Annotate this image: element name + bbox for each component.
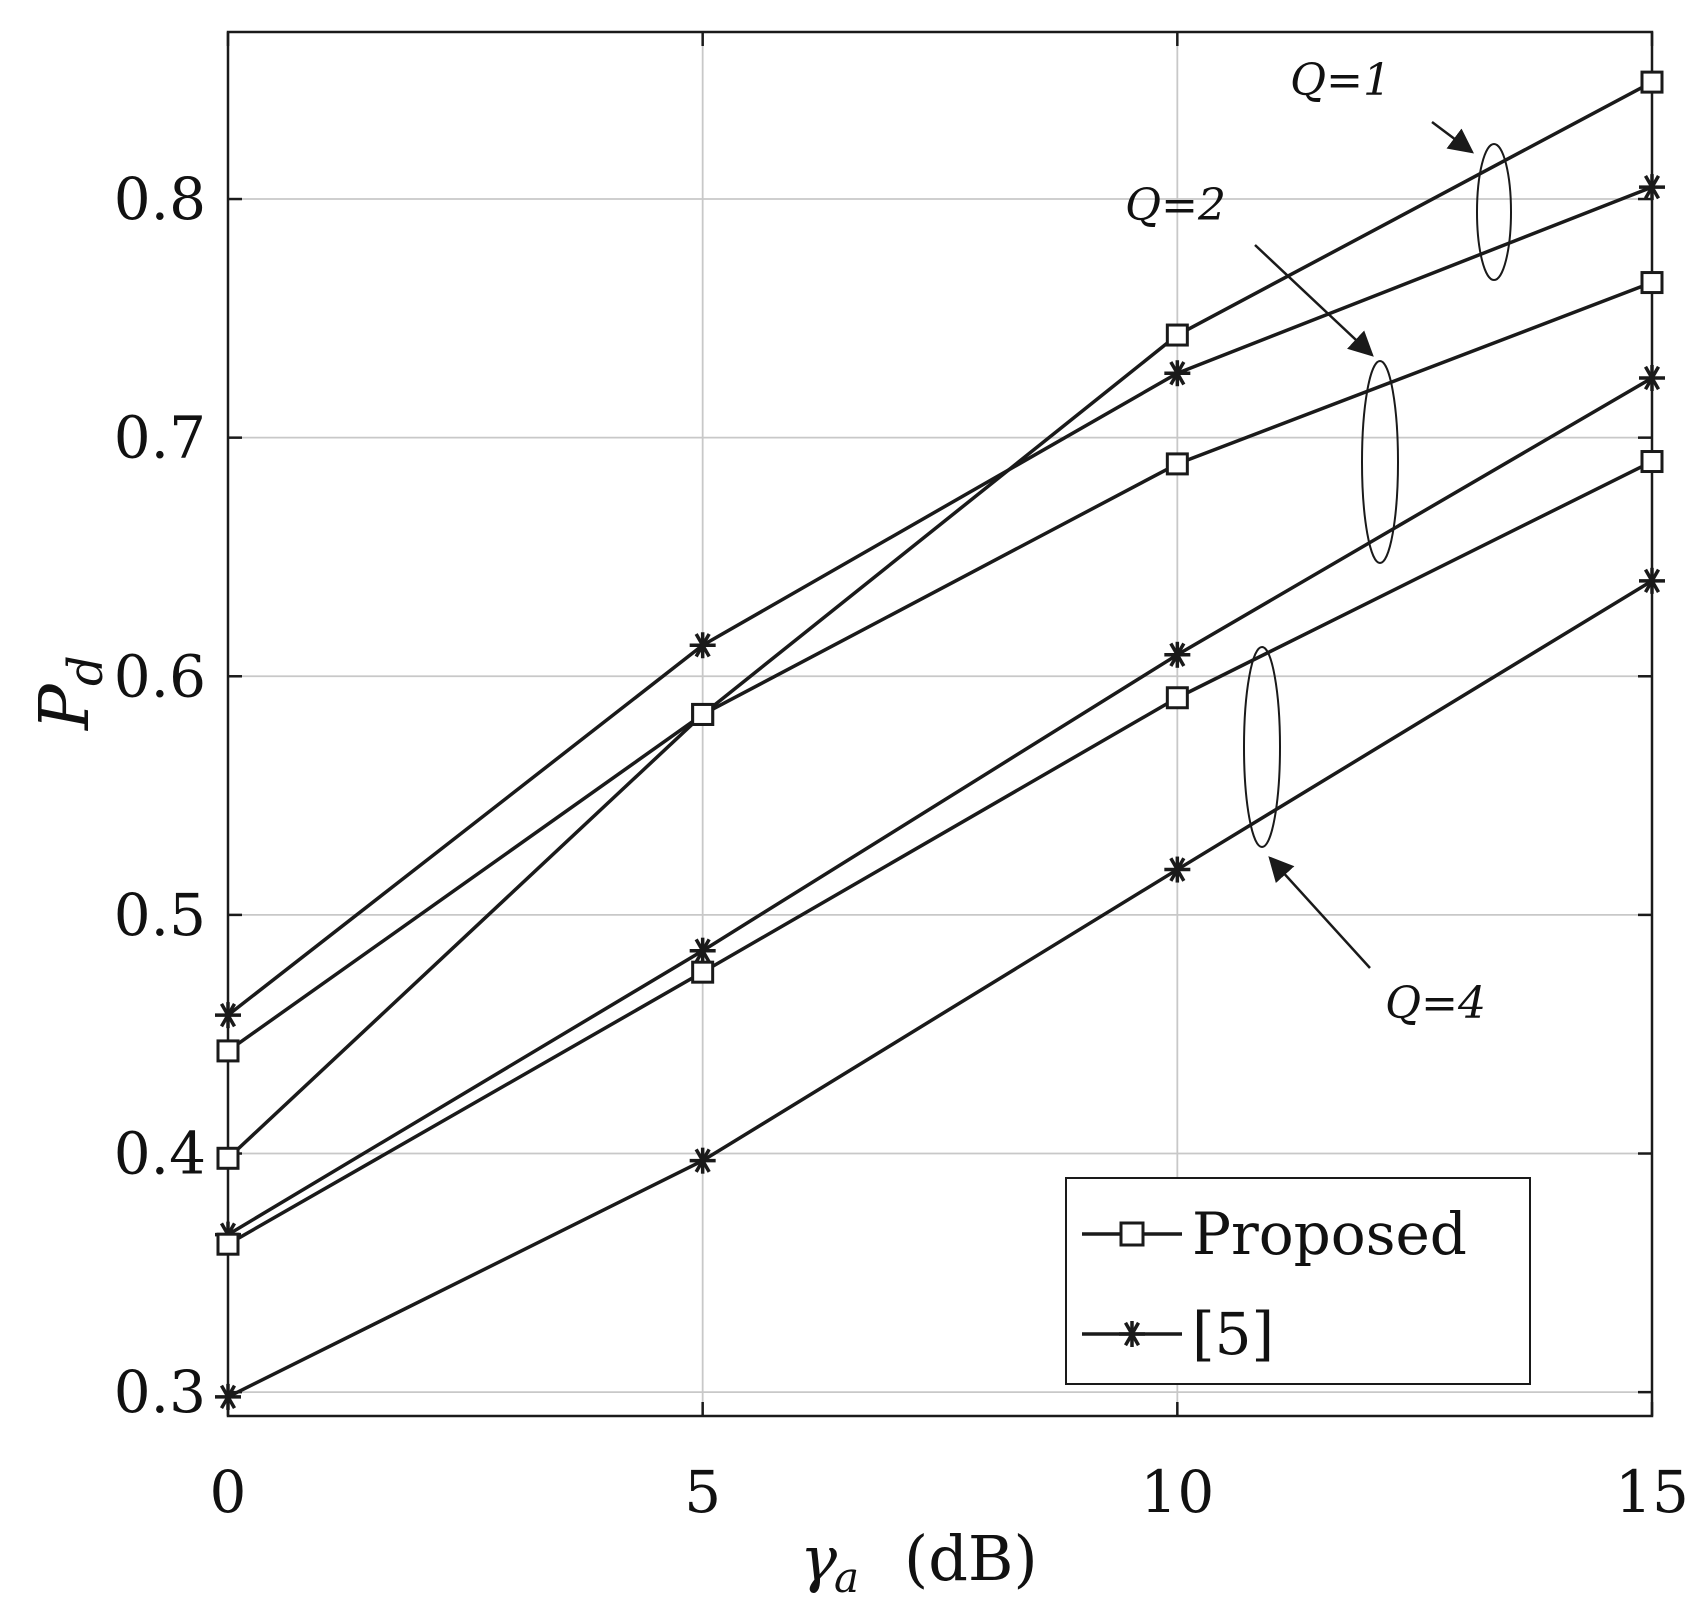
- data-point-square: [216, 1039, 240, 1063]
- legend-marker-proposed: [1119, 1221, 1145, 1247]
- series-Q2-proposed: [216, 271, 1664, 1063]
- series-Q4-ref5: [215, 567, 1665, 1410]
- data-point-asterisk: [1164, 641, 1191, 668]
- y-tick-label: 0.8: [114, 165, 206, 233]
- legend-label-ref5: [5]: [1192, 1300, 1274, 1368]
- series-line: [226, 185, 1653, 1017]
- legend-marker-ref5: [1119, 1321, 1145, 1347]
- x-axis-label-unit: (dB): [904, 1522, 1038, 1595]
- annotation-q4-label: Q=4: [1385, 978, 1486, 1029]
- data-point-square: [691, 702, 715, 726]
- data-point-asterisk: [215, 1383, 241, 1410]
- x-tick-label: 15: [1615, 1458, 1689, 1526]
- y-tick-label: 0.5: [114, 881, 206, 949]
- plot-frame: [226, 30, 1654, 1418]
- data-point-asterisk: [689, 937, 716, 964]
- series-Q1-ref5: [215, 174, 1665, 1029]
- annotation-q2-ellipse: [1361, 360, 1399, 564]
- annotation-q2-label: Q=2: [1125, 180, 1226, 231]
- series-line: [226, 80, 1653, 1160]
- x-axis-label-main: γ: [800, 1522, 838, 1595]
- y-tick-label: 0.3: [114, 1358, 206, 1426]
- annotations: Q=1 Q=2 Q=4: [1125, 55, 1512, 1029]
- series-line: [227, 376, 1653, 1237]
- y-axis-label-sub: d: [58, 655, 114, 686]
- annotation-q1-label: Q=1: [1290, 55, 1391, 106]
- legend-asterisk: [1119, 1321, 1145, 1347]
- data-point-asterisk: [689, 632, 716, 659]
- legend-entry-proposed: Proposed: [1082, 1200, 1467, 1268]
- data-point-square: [1165, 323, 1189, 347]
- annotation-q2-arrow: [1254, 244, 1374, 357]
- x-tick-label: 0: [210, 1458, 247, 1526]
- annotation-q4-arrow: [1268, 856, 1371, 969]
- series-layer: [215, 70, 1665, 1410]
- data-point-asterisk: [1639, 365, 1665, 391]
- x-tick-label: 10: [1140, 1458, 1214, 1526]
- x-axis-label-sub: a: [834, 1553, 859, 1597]
- y-axis-label-main: P: [26, 683, 105, 732]
- series-line: [227, 459, 1653, 1246]
- series-line: [227, 579, 1653, 1399]
- x-axis-label: γ a (dB): [800, 1522, 1038, 1597]
- legend-label-proposed: Proposed: [1192, 1200, 1467, 1268]
- data-point-square: [1640, 70, 1664, 94]
- series-Q2-ref5: [215, 365, 1665, 1248]
- annotation-q1-arrow: [1431, 121, 1474, 154]
- annotation-q1-ellipse: [1476, 143, 1512, 281]
- y-axis-label: P d: [26, 655, 114, 732]
- data-point-square: [1640, 450, 1664, 474]
- y-tick-label: 0.4: [114, 1120, 206, 1188]
- data-point-square: [691, 960, 715, 984]
- annotation-q4-ellipse: [1243, 646, 1281, 848]
- legend-entry-ref5: [5]: [1082, 1300, 1274, 1368]
- x-tick-label: 5: [684, 1458, 721, 1526]
- series-line: [226, 280, 1653, 1053]
- data-point-asterisk: [215, 1002, 241, 1029]
- data-point-square: [1165, 452, 1189, 476]
- data-point-asterisk: [1639, 174, 1665, 201]
- data-point-square: [216, 1232, 240, 1256]
- data-point-square: [216, 1146, 240, 1170]
- y-tick-label: 0.6: [114, 642, 206, 710]
- data-point-square: [1165, 686, 1189, 710]
- tick-labels: 0 5 10 15 0.3 0.4 0.5 0.6 0.7 0.8: [114, 165, 1689, 1526]
- data-point-asterisk: [1639, 567, 1665, 594]
- data-point-asterisk: [689, 1147, 716, 1174]
- data-point-asterisk: [1164, 360, 1191, 387]
- series-Q4-proposed: [216, 450, 1664, 1256]
- legend-box: [1065, 1177, 1531, 1385]
- data-point-square: [1640, 271, 1664, 295]
- data-point-asterisk: [1164, 856, 1191, 883]
- y-tick-label: 0.7: [114, 404, 206, 472]
- legend: Proposed [5]: [1065, 1177, 1531, 1385]
